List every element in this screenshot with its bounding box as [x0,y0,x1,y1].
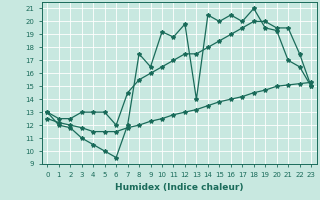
X-axis label: Humidex (Indice chaleur): Humidex (Indice chaleur) [115,183,244,192]
